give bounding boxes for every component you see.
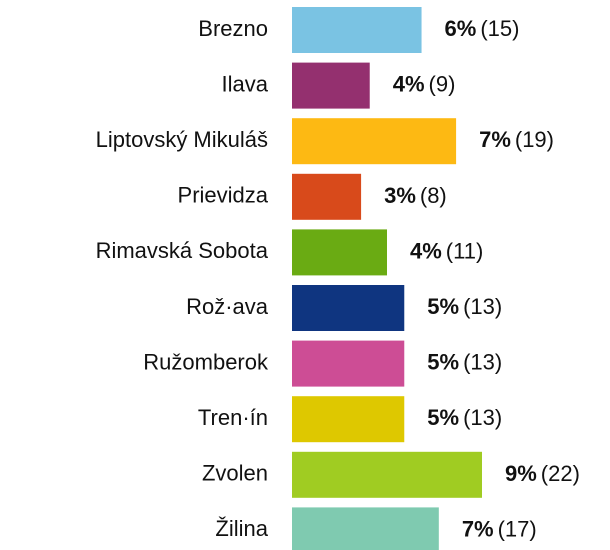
bar [292, 285, 405, 331]
category-label: Rož·ava [186, 294, 269, 319]
share-label: 5% [427, 405, 459, 430]
share-label: 4% [410, 238, 442, 263]
category-label: Liptovský Mikuláš [96, 127, 268, 152]
bar [292, 229, 387, 276]
data-label: 5% (13) [427, 349, 502, 374]
data-label: 3% (8) [384, 183, 447, 208]
bar [292, 173, 362, 220]
count-label: (9) [429, 71, 456, 96]
data-label: 6% (15) [445, 16, 520, 41]
bar [292, 507, 439, 550]
share-label: 9% [505, 461, 537, 486]
bar [292, 451, 482, 498]
share-label: 7% [479, 127, 511, 152]
share-label: 3% [384, 183, 416, 208]
count-label: (13) [463, 294, 502, 319]
count-label: (8) [420, 183, 447, 208]
category-label: Tren·ín [198, 405, 268, 430]
count-label: (11) [446, 238, 484, 263]
data-label: 4% (9) [393, 71, 456, 96]
count-label: (15) [480, 16, 519, 41]
category-label: Rimavská Sobota [96, 238, 269, 263]
category-label: Ilava [222, 71, 269, 96]
data-label: 9% (22) [505, 461, 580, 486]
category-label: Brezno [198, 16, 268, 41]
count-label: (13) [463, 405, 502, 430]
category-label: Ružomberok [143, 349, 269, 374]
bar [292, 7, 422, 53]
share-label: 4% [393, 71, 425, 96]
data-label: 4% (11) [410, 238, 483, 263]
category-label: Prievidza [178, 183, 269, 208]
data-label: 5% (13) [427, 294, 502, 319]
bar [292, 118, 457, 165]
bar [292, 62, 370, 109]
category-label: Zvolen [202, 461, 268, 486]
data-label: 7% (17) [462, 516, 537, 541]
share-label: 7% [462, 516, 494, 541]
count-label: (19) [515, 127, 554, 152]
data-label: 7% (19) [479, 127, 554, 152]
share-label: 6% [445, 16, 477, 41]
count-label: (17) [498, 516, 537, 541]
count-label: (22) [541, 461, 580, 486]
category-label: Žilina [215, 516, 268, 541]
share-label: 5% [427, 294, 459, 319]
count-label: (13) [463, 349, 502, 374]
share-label: 5% [427, 349, 459, 374]
bar [292, 396, 405, 443]
bar [292, 340, 405, 387]
data-label: 5% (13) [427, 405, 502, 430]
